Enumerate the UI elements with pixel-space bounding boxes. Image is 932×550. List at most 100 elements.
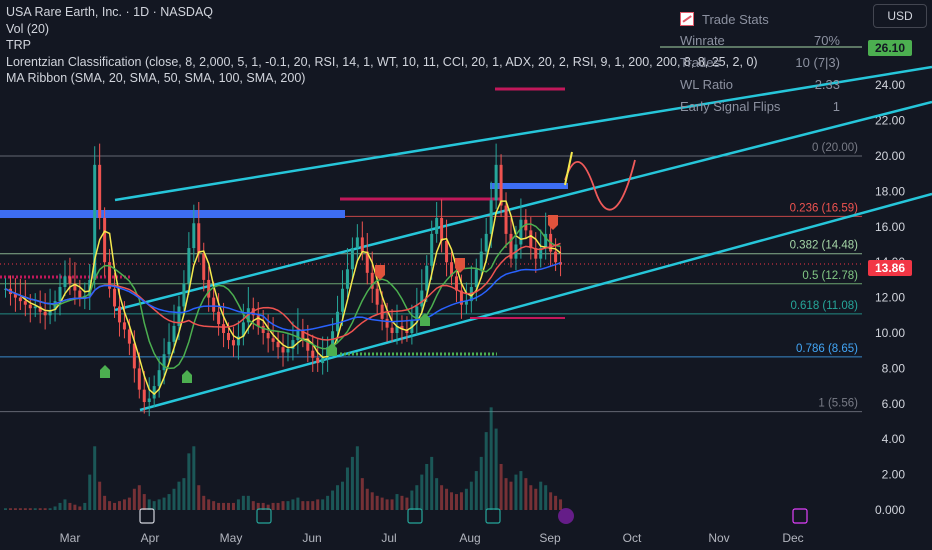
candle-body [202, 253, 206, 280]
volume-bar [192, 446, 196, 510]
volume-bar [132, 488, 136, 510]
candle-body [355, 237, 359, 249]
y-tick-label: 20.00 [875, 149, 905, 163]
candle-body [271, 338, 275, 342]
projection-line [564, 151, 573, 186]
trade-stats-header: Trade Stats [680, 8, 840, 30]
volume-bar [68, 502, 72, 510]
candle-body [316, 357, 320, 364]
volume-bar [316, 499, 320, 510]
candle-body [68, 276, 72, 284]
sell-signal-marker [455, 258, 465, 273]
candle-body [390, 327, 394, 333]
currency-button[interactable]: USD [873, 4, 927, 28]
volume-bar [286, 501, 290, 510]
indicator-volume[interactable]: Vol (20) [6, 21, 50, 36]
candle-body [113, 288, 117, 307]
volume-bar [549, 492, 553, 510]
volume-bar [38, 508, 42, 510]
candle-body [23, 301, 27, 305]
volume-bar [435, 478, 439, 510]
candle-body [207, 279, 211, 298]
volume-bar [147, 499, 151, 510]
volume-bar [440, 485, 444, 510]
volume-bar [13, 508, 17, 510]
buy-signal-marker [100, 365, 110, 378]
candle-body [509, 233, 513, 259]
volume-bar [529, 485, 533, 510]
candle-body [360, 237, 364, 252]
candle-body [534, 248, 538, 259]
volume-bar [559, 499, 563, 510]
volume-bar [212, 501, 216, 510]
candle-body [197, 223, 201, 254]
indicator-lorentzian[interactable]: Lorentzian Classification (close, 8, 2,0… [6, 54, 758, 69]
candle-body [222, 324, 226, 333]
candle-body [340, 288, 344, 312]
volume-bar [370, 492, 374, 510]
candle-body [43, 311, 47, 316]
candle-body [192, 223, 196, 249]
candle-body [375, 288, 379, 305]
candle-body [182, 283, 186, 307]
volume-bar [479, 456, 483, 510]
channel-line [114, 65, 932, 202]
candle-body [63, 276, 67, 287]
candle-body [98, 164, 102, 218]
volume-bar [23, 508, 27, 510]
volume-bar [301, 501, 305, 510]
candle-body [345, 269, 349, 289]
volume-bar [88, 474, 92, 510]
volume-bar [207, 499, 211, 510]
volume-bar [296, 497, 300, 510]
volume-bar [410, 490, 414, 510]
volume-bar [113, 502, 117, 510]
stat-trades: Trades 10 (7|3) [680, 55, 840, 70]
candle-body [276, 341, 280, 348]
volume-bar [93, 446, 97, 510]
symbol-title[interactable]: USA Rare Earth, Inc. · 1D · NASDAQ [6, 5, 214, 19]
candle-body [241, 322, 245, 337]
y-tick-label: 24.00 [875, 78, 905, 92]
volume-bar [345, 467, 349, 510]
volume-bar [202, 495, 206, 510]
volume-bar [276, 502, 280, 510]
fib-label: 0.5 (12.78) [802, 270, 858, 282]
fib-label: 0 (20.00) [812, 142, 858, 154]
candle-body [464, 301, 468, 305]
candle-body [78, 290, 82, 298]
candle-body [38, 306, 42, 312]
candle-body [380, 304, 384, 319]
volume-bar [73, 504, 77, 510]
earnings-marker [407, 508, 423, 524]
volume-bar [227, 502, 231, 510]
indicator-trp[interactable]: TRP [6, 38, 31, 52]
volume-bar [306, 501, 310, 510]
trade-stats-title: Trade Stats [702, 11, 769, 27]
indicator-ma-ribbon[interactable]: MA Ribbon (SMA, 20, SMA, 50, SMA, 100, S… [6, 71, 306, 85]
buy-signal-marker [420, 313, 430, 326]
volume-bar [28, 508, 32, 510]
candle-body [445, 240, 449, 263]
candle-body [162, 354, 166, 371]
x-tick-label: Aug [459, 531, 480, 545]
earnings-marker [792, 508, 808, 524]
candle-body [73, 283, 77, 291]
earnings-marker [256, 508, 272, 524]
candle-body [365, 251, 369, 273]
volume-bar [519, 471, 523, 510]
candle-body [415, 306, 419, 321]
candle-body [231, 340, 235, 346]
candle-body [484, 233, 488, 252]
candle-body [291, 340, 295, 349]
candle-body [459, 290, 463, 305]
volume-bar [78, 506, 82, 510]
ma-line-20 [5, 223, 561, 370]
fib-label: 0.382 (14.48) [790, 240, 859, 252]
volume-bar [122, 499, 126, 510]
candle-body [311, 350, 315, 358]
candle-body [227, 333, 231, 341]
volume-bar [251, 501, 255, 510]
y-tick-label: 8.00 [882, 361, 906, 375]
